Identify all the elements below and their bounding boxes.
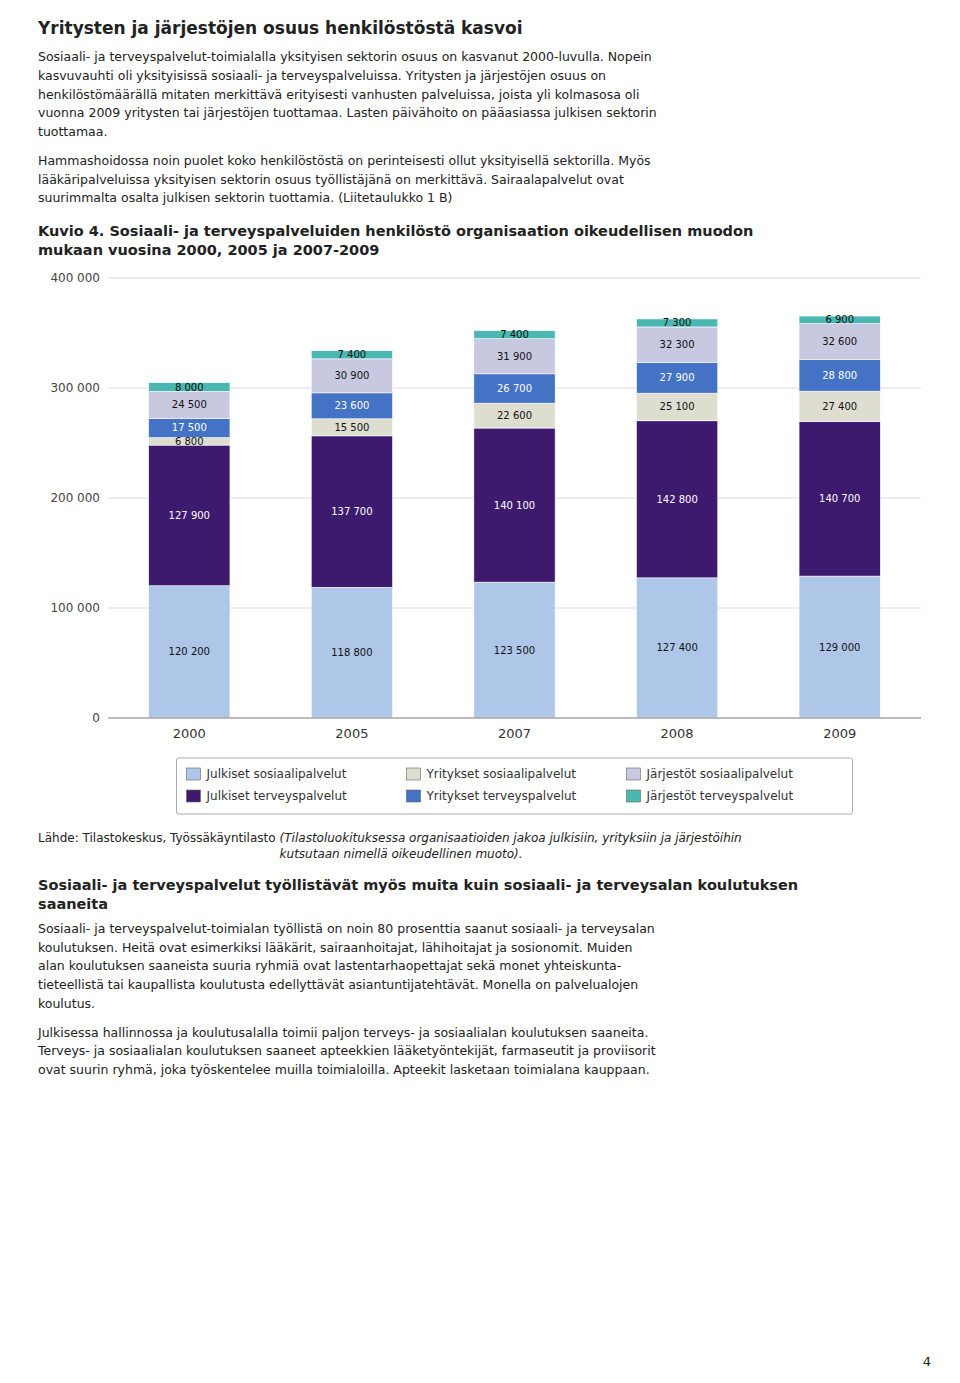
bar-segment: [311, 436, 392, 587]
data-label: 22 600: [497, 410, 532, 421]
data-label: 140 100: [494, 499, 535, 510]
data-label: 31 900: [497, 350, 532, 361]
bar-segment: [636, 420, 717, 577]
x-tick-label: 2007: [498, 726, 531, 741]
paragraph: Sosiaali- ja terveyspalvelut-toimialan t…: [38, 920, 931, 1014]
data-label: 137 700: [331, 506, 372, 517]
paragraph: Hammashoidossa noin puolet koko henkilös…: [38, 152, 931, 208]
x-tick-label: 2005: [335, 726, 368, 741]
data-label: 129 000: [819, 641, 860, 652]
data-label: 30 900: [334, 370, 369, 381]
legend-entry: Järjestöt terveyspalvelut: [646, 788, 794, 802]
bar-segment: [799, 323, 880, 359]
data-label: 118 800: [331, 647, 372, 658]
bar-segment: [149, 445, 230, 586]
bar-segment: [636, 327, 717, 363]
y-tick-label: 400 000: [50, 270, 100, 284]
legend-entry: Yritykset terveyspalvelut: [426, 788, 577, 802]
y-tick-label: 0: [92, 710, 100, 724]
grid-line: [108, 277, 921, 278]
bar-segment: [311, 359, 392, 393]
data-label: 127 400: [656, 642, 697, 653]
data-label: 23 600: [334, 400, 369, 411]
data-label: 8 000: [175, 381, 204, 392]
bar-segment: [149, 585, 230, 717]
data-label: 24 500: [172, 399, 207, 410]
bar-segment: [149, 391, 230, 418]
data-label: 27 900: [660, 372, 695, 383]
data-label: 15 500: [334, 422, 369, 433]
chart-title: Kuvio 4. Sosiaali- ja terveyspalveluiden…: [38, 222, 931, 260]
data-label: 120 200: [169, 646, 210, 657]
bar-segment: [311, 587, 392, 718]
bar-segment: [636, 362, 717, 393]
y-tick-label: 300 000: [50, 380, 100, 394]
bar-segment: [474, 403, 555, 428]
x-tick-label: 2009: [823, 726, 856, 741]
bar-segment: [474, 373, 555, 402]
bar-segment: [636, 578, 717, 718]
legend: Julkiset sosiaalipalvelut Julkiset tervey…: [177, 758, 853, 814]
page-title: Yritysten ja järjestöjen osuus henkilöst…: [38, 18, 931, 38]
legend-swatch: [407, 768, 421, 780]
bar-segment: [799, 359, 880, 391]
data-label: 7 300: [663, 317, 692, 328]
bar-segment: [474, 582, 555, 718]
bar-segment: [311, 393, 392, 419]
paragraph: Julkisessa hallinnossa ja koulutusalalla…: [38, 1024, 931, 1080]
data-label: 27 400: [822, 400, 857, 411]
y-tick-label: 100 000: [50, 600, 100, 614]
data-label: 127 900: [169, 510, 210, 521]
data-label: 6 800: [175, 436, 204, 447]
data-labels: 120 200 118 800 123 500 127 400 129 000 127 9…: [169, 314, 861, 658]
x-tick-label: 2008: [661, 726, 694, 741]
legend-swatch: [187, 768, 201, 780]
legend-swatch: [407, 790, 421, 802]
legend-swatch: [627, 790, 641, 802]
data-label: 123 500: [494, 644, 535, 655]
legend-entry: Järjestöt sosiaalipalvelut: [646, 766, 794, 780]
y-tick-label: 200 000: [50, 490, 100, 504]
data-label: 28 800: [822, 370, 857, 381]
source: Lähde: Tilastokeskus, Työssäkäyntilasto(…: [38, 830, 931, 862]
legend-frame: [177, 758, 853, 814]
data-label: 142 800: [656, 494, 697, 505]
x-axis-line: [108, 717, 921, 718]
data-label: 6 900: [825, 314, 854, 325]
data-label: 7 400: [500, 329, 529, 340]
bar-segment: [799, 576, 880, 718]
data-label: 32 600: [822, 336, 857, 347]
data-label: 25 100: [660, 401, 695, 412]
grid: [108, 278, 921, 718]
x-tick-label: 2000: [173, 726, 206, 741]
bar-segment: [636, 393, 717, 421]
legend-entry: Julkiset sosiaalipalvelut: [206, 766, 347, 780]
legend-entry: Julkiset terveyspalvelut: [206, 788, 348, 802]
page: Yritysten ja järjestöjen osuus henkilöst…: [0, 0, 960, 1383]
chart: 0 100 000 200 000 300 000 400 000 120 200 118 …: [38, 266, 931, 826]
legend-entry: Yritykset sosiaalipalvelut: [426, 766, 577, 780]
paragraph: Sosiaali- ja terveyspalvelut-toimialalla…: [38, 48, 931, 142]
grid-line: [108, 717, 921, 718]
bar-segment: [474, 338, 555, 373]
data-label: 140 700: [819, 493, 860, 504]
bar-segment: [799, 421, 880, 576]
bar-segment: [799, 391, 880, 421]
bar-segment: [311, 418, 392, 435]
section-title: Sosiaali- ja terveyspalvelut työllistävä…: [38, 876, 931, 914]
data-label: 26 700: [497, 383, 532, 394]
data-label: 17 500: [172, 422, 207, 433]
legend-swatch: [187, 790, 201, 802]
source-note: (Tilastoluokituksessa organisaatioiden j…: [280, 830, 742, 862]
bar-segment: [474, 428, 555, 582]
data-label: 7 400: [338, 349, 367, 360]
bar-segment: [149, 418, 230, 437]
page-number: 4: [923, 1354, 931, 1369]
legend-swatch: [627, 768, 641, 780]
source-text: Lähde: Tilastokeskus, Työssäkäyntilasto: [38, 830, 276, 862]
data-label: 32 300: [660, 339, 695, 350]
bars: [149, 316, 881, 718]
